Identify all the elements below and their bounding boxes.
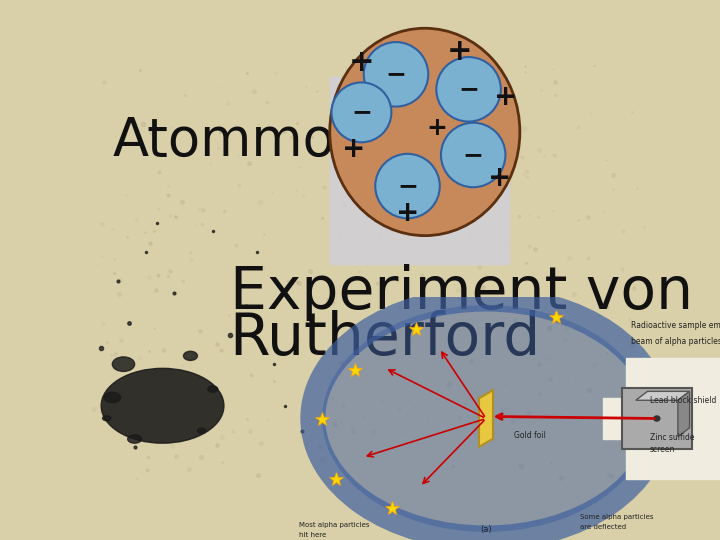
Text: Most alpha particles: Most alpha particles	[299, 522, 369, 528]
Bar	[626, 357, 720, 480]
Text: +: +	[342, 135, 365, 163]
Ellipse shape	[102, 368, 224, 443]
Text: Experiment von: Experiment von	[230, 265, 693, 321]
Polygon shape	[678, 392, 690, 437]
Text: screen: screen	[649, 445, 675, 454]
Text: −: −	[385, 62, 407, 86]
Text: Zinc sulfide: Zinc sulfide	[649, 433, 694, 442]
FancyBboxPatch shape	[622, 388, 692, 449]
Text: +: +	[494, 83, 517, 111]
Circle shape	[653, 415, 660, 422]
Text: Lead block shield: Lead block shield	[649, 396, 716, 405]
Circle shape	[441, 123, 505, 187]
Text: beam of alpha particles: beam of alpha particles	[631, 338, 720, 347]
Text: +: +	[446, 37, 472, 66]
Text: hit here: hit here	[299, 532, 326, 538]
Text: Rutherford: Rutherford	[230, 310, 541, 367]
Text: +: +	[348, 48, 374, 77]
Text: +: +	[426, 117, 446, 140]
Circle shape	[436, 57, 501, 122]
Text: −: −	[351, 100, 372, 124]
Text: +: +	[488, 164, 511, 192]
Text: −: −	[458, 77, 479, 102]
Circle shape	[364, 42, 428, 106]
Text: Gold foil: Gold foil	[514, 431, 546, 440]
Circle shape	[331, 83, 392, 143]
Circle shape	[375, 154, 440, 218]
Text: are deflected: are deflected	[580, 524, 626, 530]
Ellipse shape	[102, 416, 111, 421]
Text: Some alpha particles: Some alpha particles	[580, 514, 653, 519]
Text: +: +	[396, 199, 419, 227]
Ellipse shape	[197, 428, 206, 433]
Ellipse shape	[104, 392, 121, 403]
Polygon shape	[479, 390, 493, 447]
Text: −: −	[397, 174, 418, 198]
Bar	[330, 77, 508, 265]
Ellipse shape	[127, 435, 142, 443]
Bar	[603, 399, 660, 438]
Text: Atommodell: Atommodell	[112, 114, 431, 167]
Text: Radioactive sample emits: Radioactive sample emits	[631, 321, 720, 330]
Text: (a): (a)	[480, 525, 492, 534]
Ellipse shape	[208, 386, 217, 392]
Text: −: −	[463, 143, 484, 167]
Polygon shape	[636, 392, 690, 400]
Ellipse shape	[112, 357, 135, 372]
Ellipse shape	[330, 28, 520, 235]
Ellipse shape	[323, 305, 649, 532]
Ellipse shape	[184, 352, 197, 360]
